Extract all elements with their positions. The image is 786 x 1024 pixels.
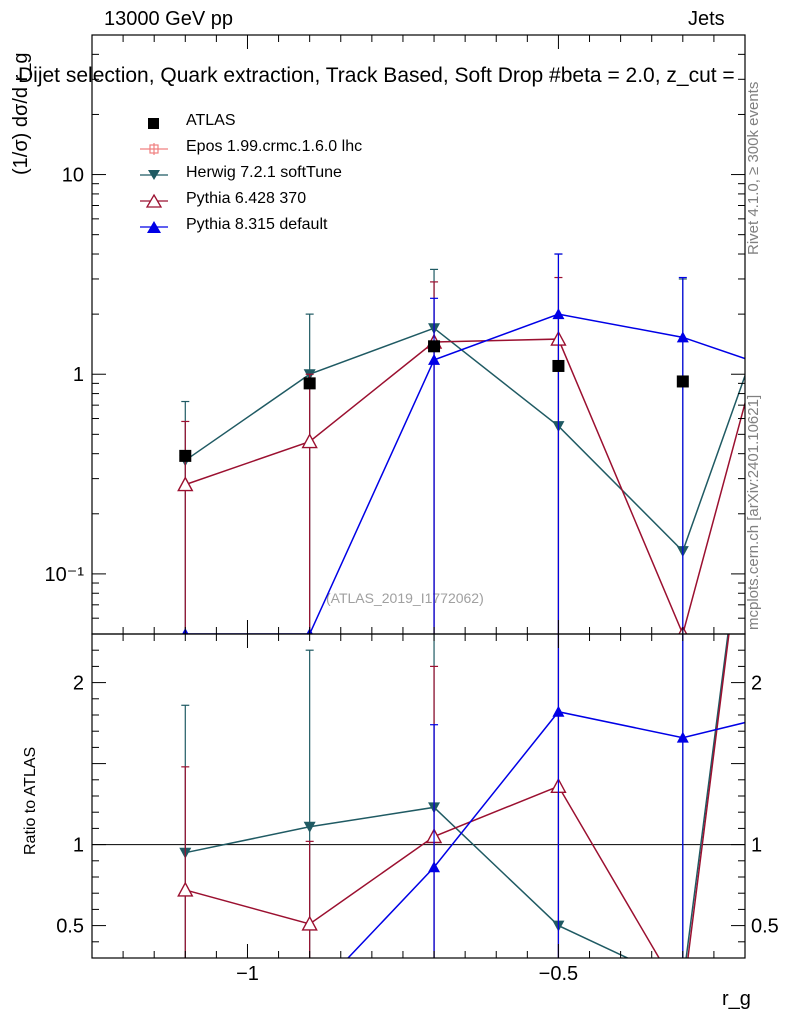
ratio-point-pythia-6-428-370 — [769, 254, 783, 267]
x-tick-label: −1 — [236, 963, 259, 985]
legend-marker-atlas — [148, 118, 159, 129]
ratio-panel-data — [92, 254, 783, 1005]
legend-label-atlas: ATLAS — [186, 112, 236, 129]
main-point-pythia-6-428-370 — [301, 433, 318, 449]
legend-marker-pythia6 — [140, 193, 168, 208]
main-series-pythia-8-315-default — [182, 253, 782, 634]
ratio-point-pythia-8-315-default — [428, 861, 441, 873]
main-point-atlas — [179, 449, 192, 462]
main-line-pythia-8-315-default — [185, 313, 745, 634]
main-point-atlas — [676, 375, 689, 388]
ratio-point-pythia-8-315-default — [676, 731, 689, 743]
main-point-atlas — [303, 377, 316, 390]
ratio-point-pythia-6-428-370 — [676, 992, 690, 1005]
main-series-atlas — [179, 340, 782, 462]
main-point-herwig-7-2-1-softtune — [770, 283, 782, 294]
header-left: 13000 GeV pp — [104, 8, 233, 30]
ratio-point-pythia-8-315-default — [770, 709, 782, 720]
ratio-point-pythia-8-315-default — [552, 705, 565, 717]
ratio-point-herwig-7-2-1-softtune — [303, 821, 316, 833]
main-point-pythia-8-315-default — [676, 331, 689, 343]
ratio-y-tick-label: 1 — [73, 835, 84, 857]
ratio-series-pythia-8-315-default — [179, 634, 782, 1004]
x-tick-label: −0.5 — [539, 963, 578, 985]
legend-label-epos: Epos 1.99.crmc.1.6.0 lhc — [186, 138, 363, 155]
main-point-pythia-6-428-370 — [769, 281, 783, 294]
ratio-y-tick-label: 0.5 — [56, 916, 84, 938]
watermark: (ATLAS_2019_I1772062) — [326, 590, 484, 606]
main-line-pythia-6-428-370 — [185, 338, 745, 634]
main-point-atlas — [552, 359, 565, 372]
ratio-y-tick-label-right: 1 — [751, 835, 762, 857]
legend-label-herwig: Herwig 7.2.1 softTune — [186, 164, 342, 181]
ratio-line-herwig-7-2-1-softtune — [185, 634, 729, 958]
main-point-pythia-8-315-default — [428, 353, 441, 365]
ratio-y-tick-label-right: 2 — [751, 673, 762, 695]
ratio-y-tick-label: 2 — [73, 673, 84, 695]
ratio-point-pythia-8-315-default — [304, 993, 316, 1004]
legend-marker-epos — [140, 143, 168, 155]
legend-marker-herwig — [140, 170, 168, 180]
legend: ATLAS Epos 1.99.crmc.1.6.0 lhc Herwig 7.… — [140, 112, 460, 242]
legend-marker-pythia8 — [140, 221, 168, 233]
main-point-pythia-6-428-370 — [177, 476, 194, 492]
main-point-atlas — [428, 340, 441, 353]
main-y-tick-label: 1 — [73, 364, 84, 386]
ratio-line-pythia-8-315-default — [347, 710, 745, 958]
ratio-point-pythia-6-428-370 — [301, 915, 318, 931]
ratio-line-pythia-6-428-370 — [185, 634, 730, 958]
ratio-point-herwig-7-2-1-softtune — [677, 979, 689, 990]
ratio-point-herwig-7-2-1-softtune — [770, 256, 782, 267]
main-series-pythia-6-428-370 — [177, 276, 783, 634]
axes-layer: 10⁻¹ 1 10 0.5 0.5 1 1 2 2 −1 −0.5 — [45, 34, 779, 985]
header-right: Jets — [688, 8, 725, 30]
main-y-tick-label: 10⁻¹ — [45, 564, 85, 586]
legend-label-pythia6: Pythia 6.428 370 — [186, 190, 307, 207]
ratio-frame — [91, 633, 746, 959]
ratio-series-pythia-6-428-370 — [177, 254, 783, 1005]
main-point-pythia-8-315-default — [552, 308, 565, 320]
legend-label-pythia8: Pythia 8.315 default — [186, 216, 328, 233]
ratio-series-herwig-7-2-1-softtune — [179, 256, 782, 990]
main-panel-data — [177, 253, 783, 634]
main-line-herwig-7-2-1-softtune — [184, 327, 745, 553]
main-y-tick-label: 10 — [62, 165, 84, 187]
ratio-point-pythia-8-315-default — [179, 993, 191, 1004]
ratio-point-pythia-6-428-370 — [177, 881, 194, 897]
ratio-y-tick-label-right: 0.5 — [751, 916, 779, 938]
main-point-pythia-8-315-default — [770, 363, 782, 374]
main-point-atlas — [770, 414, 782, 426]
x-axis-label: r_g — [722, 988, 751, 1010]
plot-title: Dijet selection, Quark extraction, Track… — [18, 64, 735, 87]
main-series-herwig-7-2-1-softtune — [179, 253, 782, 634]
